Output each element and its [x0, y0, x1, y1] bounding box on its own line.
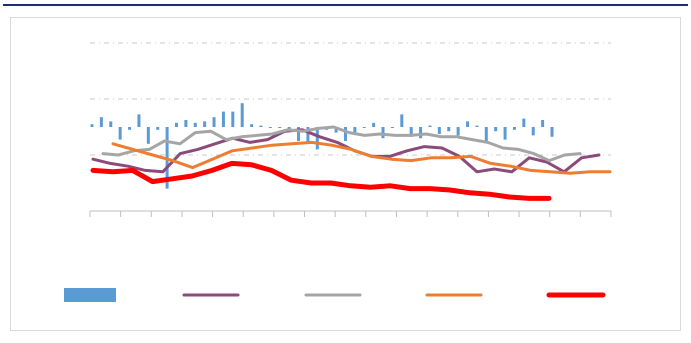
legend-swatch-bar: [64, 288, 116, 302]
bar: [184, 120, 188, 127]
bar: [128, 127, 132, 130]
bar: [437, 127, 441, 134]
bar: [156, 127, 160, 130]
bar: [315, 127, 319, 150]
bar: [118, 127, 122, 140]
bar: [250, 124, 254, 127]
bar: [447, 127, 451, 132]
bar: [503, 127, 507, 140]
series-line: [90, 160, 552, 201]
bar: [334, 127, 338, 133]
bar: [221, 111, 225, 127]
bar: [372, 122, 376, 127]
bar: [174, 122, 178, 127]
bar: [409, 127, 413, 137]
bar: [259, 125, 263, 127]
bar: [343, 127, 347, 141]
bar: [362, 127, 366, 128]
bar: [90, 124, 94, 127]
bar: [109, 121, 113, 127]
bar: [137, 114, 141, 127]
bar: [297, 127, 301, 141]
bar: [484, 127, 488, 141]
bar: [531, 127, 535, 136]
bar: [494, 127, 498, 132]
bar: [475, 125, 479, 127]
bar: [522, 118, 526, 127]
bar: [146, 127, 150, 144]
series-line: [111, 140, 612, 175]
series-line: [91, 128, 601, 174]
bar: [419, 127, 423, 139]
bar: [240, 103, 244, 127]
bar: [428, 125, 432, 127]
bar: [512, 127, 516, 130]
bar: [212, 117, 216, 127]
bar: [278, 127, 282, 128]
chart-frame: [10, 17, 681, 331]
bar: [353, 127, 357, 133]
bar: [550, 127, 554, 137]
series-line: [101, 125, 582, 163]
bar: [381, 127, 385, 139]
bar: [466, 121, 470, 127]
bar: [306, 127, 310, 144]
bar: [99, 117, 103, 127]
bar: [231, 111, 235, 127]
bar: [203, 121, 207, 127]
bar: [193, 122, 197, 127]
bar: [456, 127, 460, 136]
bar: [541, 120, 545, 127]
bar: [268, 127, 272, 128]
bar: [390, 127, 394, 128]
bar: [400, 114, 404, 127]
